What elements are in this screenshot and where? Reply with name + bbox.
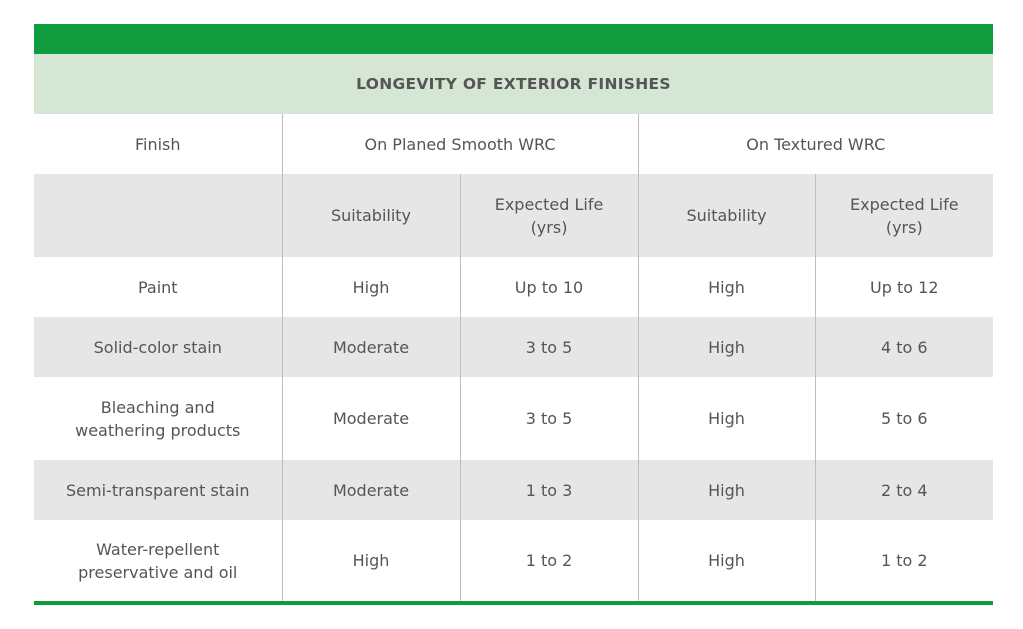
expected-life-unit: (yrs) xyxy=(885,217,923,237)
subheader-empty-cell xyxy=(34,174,282,257)
subheader-textured-expected-life: Expected Life (yrs) xyxy=(814,174,994,257)
table-row: Bleaching and weathering products Moderate… xyxy=(34,377,994,460)
smooth-expected-life-cell: 3 to 5 xyxy=(459,317,639,377)
smooth-expected-life-cell: 1 to 2 xyxy=(459,520,639,605)
subheader-smooth-expected-life: Expected Life (yrs) xyxy=(459,174,639,257)
finishes-table-container: LONGEVITY OF EXTERIOR FINISHES Finish On… xyxy=(34,24,994,605)
smooth-suitability-cell: High xyxy=(281,520,460,605)
smooth-expected-life-cell: Up to 10 xyxy=(459,257,639,317)
table-row: Solid-color stain Moderate 3 to 5 High 4 to … xyxy=(34,317,994,377)
smooth-expected-life-cell: 3 to 5 xyxy=(459,377,639,460)
table-row: Water-repellent preservative and oil High 1… xyxy=(34,520,994,605)
header-row: Finish On Planed Smooth WRC On Textured … xyxy=(34,114,994,174)
subheader-smooth-suitability: Suitability xyxy=(281,174,460,257)
header-textured: On Textured WRC xyxy=(637,114,994,174)
textured-expected-life-cell: 5 to 6 xyxy=(814,377,994,460)
finish-name-line: weathering products xyxy=(75,420,241,440)
textured-suitability-cell: High xyxy=(637,377,816,460)
table-row: Semi-transparent stain Moderate 1 to 3 High… xyxy=(34,460,994,520)
smooth-suitability-cell: Moderate xyxy=(281,317,460,377)
textured-expected-life-cell: 2 to 4 xyxy=(814,460,994,520)
smooth-suitability-cell: Moderate xyxy=(281,460,460,520)
expected-life-label: Expected Life xyxy=(494,194,604,214)
finishes-table: Finish On Planed Smooth WRC On Textured … xyxy=(34,114,994,605)
textured-suitability-cell: High xyxy=(637,460,816,520)
top-accent-bar xyxy=(34,24,993,54)
finish-name-line: Paint xyxy=(137,277,178,297)
smooth-suitability-cell: Moderate xyxy=(281,377,460,460)
table-body: Paint High Up to 10 High Up to 12 Solid-color… xyxy=(34,257,994,605)
textured-suitability-cell: High xyxy=(637,257,816,317)
smooth-suitability-cell: High xyxy=(281,257,460,317)
table-row: Paint High Up to 10 High Up to 12 xyxy=(34,257,994,317)
finish-cell: Bleaching and weathering products xyxy=(34,377,282,460)
finish-name-line: Water-repellent xyxy=(96,539,220,559)
header-finish: Finish xyxy=(34,114,282,174)
expected-life-label: Expected Life xyxy=(849,194,959,214)
expected-life-unit: (yrs) xyxy=(530,217,568,237)
finish-name-line: Solid-color stain xyxy=(93,337,222,357)
finish-cell: Water-repellent preservative and oil xyxy=(34,520,282,605)
finish-name-line: Bleaching and xyxy=(100,397,215,417)
textured-suitability-cell: High xyxy=(637,317,816,377)
finish-name-line: preservative and oil xyxy=(78,562,238,582)
textured-expected-life-cell: Up to 12 xyxy=(814,257,994,317)
finish-cell: Semi-transparent stain xyxy=(34,460,282,520)
header-smooth: On Planed Smooth WRC xyxy=(281,114,639,174)
textured-expected-life-cell: 4 to 6 xyxy=(814,317,994,377)
subheader-textured-suitability: Suitability xyxy=(637,174,816,257)
textured-suitability-cell: High xyxy=(637,520,816,605)
finish-name-line: Semi-transparent stain xyxy=(66,480,250,500)
textured-expected-life-cell: 1 to 2 xyxy=(814,520,994,605)
smooth-expected-life-cell: 1 to 3 xyxy=(459,460,639,520)
finish-cell: Paint xyxy=(34,257,282,317)
finish-cell: Solid-color stain xyxy=(34,317,282,377)
table-title: LONGEVITY OF EXTERIOR FINISHES xyxy=(34,54,993,114)
subheader-row: Suitability Expected Life (yrs) Suitabil… xyxy=(34,174,994,257)
